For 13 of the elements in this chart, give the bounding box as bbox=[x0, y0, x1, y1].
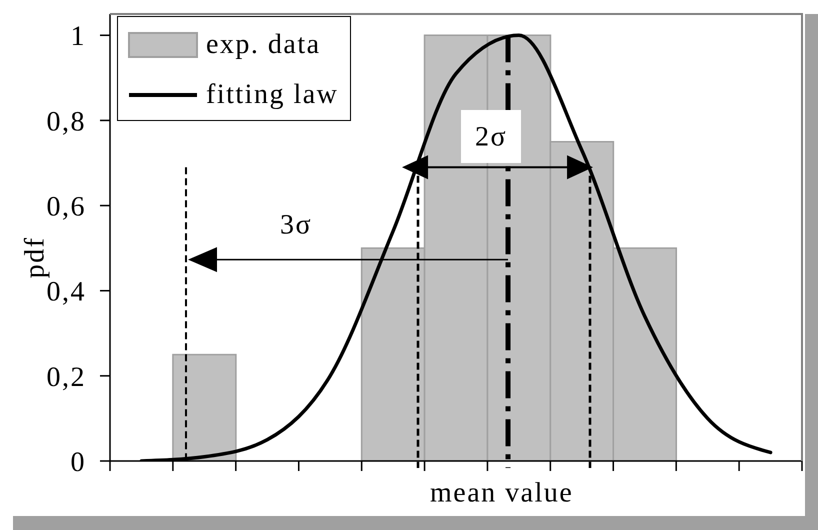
legend-label: exp. data bbox=[206, 29, 321, 60]
y-tick-label: 0,8 bbox=[46, 106, 86, 138]
y-axis-title: pdf bbox=[20, 236, 50, 278]
bar bbox=[172, 354, 237, 461]
annotation: 3σ bbox=[280, 210, 312, 240]
legend-label: fitting law bbox=[206, 79, 338, 110]
x-axis-title: mean value bbox=[430, 478, 574, 508]
y-tick-label: 0,4 bbox=[46, 276, 86, 308]
y-tick-label: 0 bbox=[70, 446, 86, 478]
y-tick-label: 0,6 bbox=[46, 192, 86, 223]
y-tick-label: 1 bbox=[70, 21, 86, 52]
y-tick-label: 0,2 bbox=[46, 362, 86, 393]
annotation: 2σ bbox=[474, 122, 508, 152]
